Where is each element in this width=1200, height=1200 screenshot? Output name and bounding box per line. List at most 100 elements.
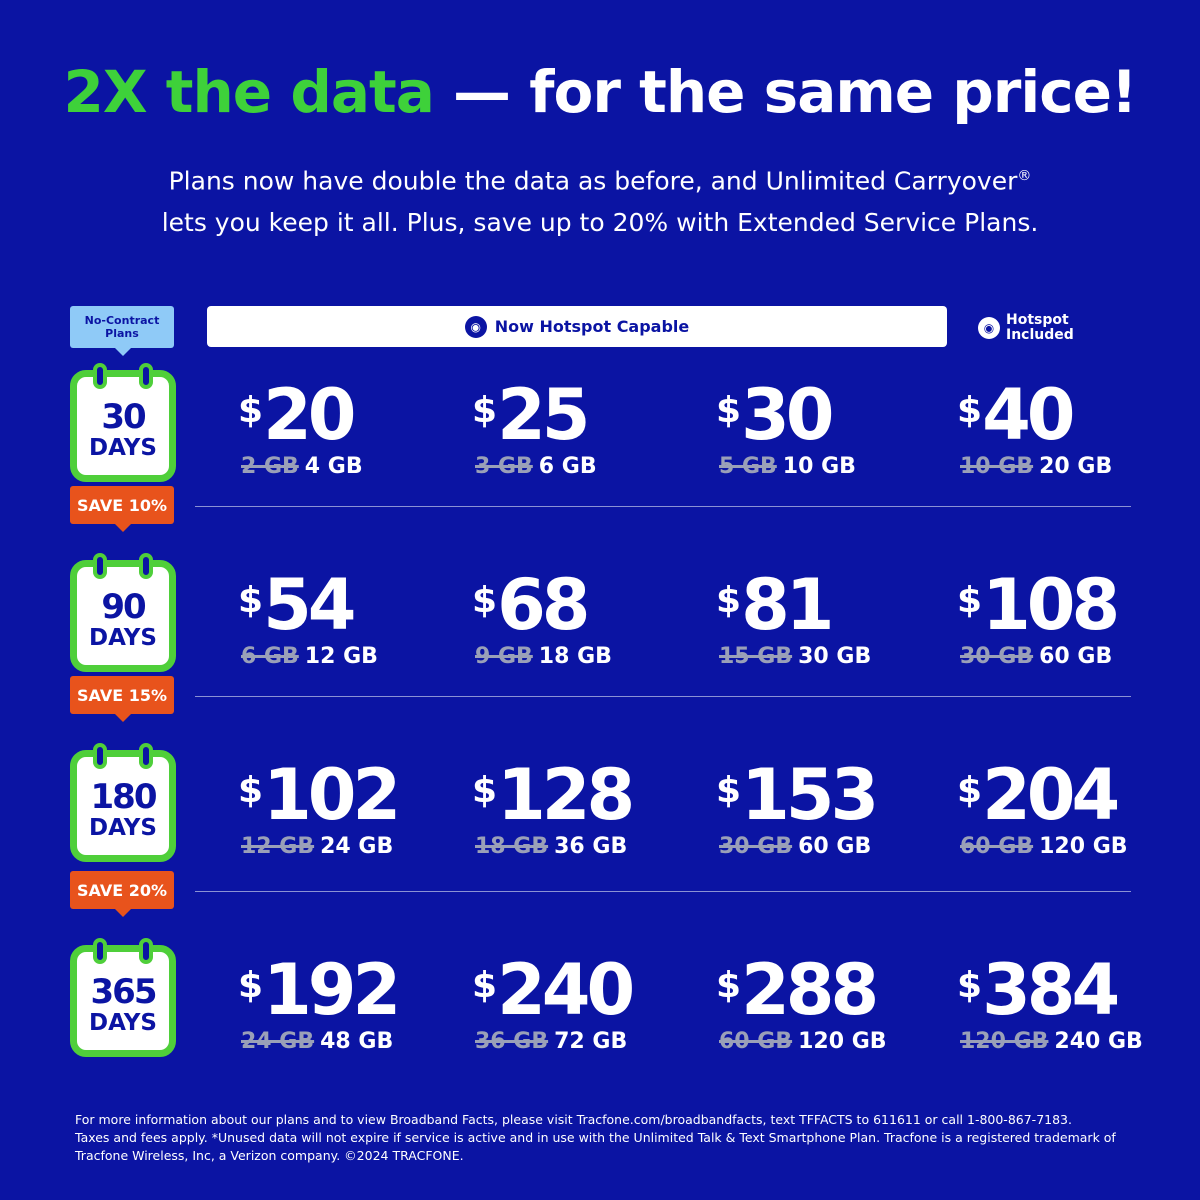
plan-price: $128 — [472, 754, 635, 836]
headline-green: 2X the data — [63, 58, 435, 126]
headline: 2X the data — for the same price! — [0, 58, 1200, 126]
subtitle-line1: Plans now have double the data as before… — [168, 166, 1018, 196]
new-data: 30 GB — [798, 644, 872, 669]
new-data: 240 GB — [1054, 1029, 1143, 1054]
plan-price: $54 — [238, 564, 357, 646]
plan-price: $204 — [957, 754, 1120, 836]
price-value: 68 — [497, 564, 590, 646]
calendar-icon: 365 DAYS — [70, 938, 176, 1057]
new-data: 48 GB — [320, 1029, 394, 1054]
plan-data: 2 GB 4 GB — [241, 454, 363, 479]
old-data: 60 GB — [960, 834, 1034, 859]
subtitle: Plans now have double the data as before… — [0, 155, 1200, 244]
footer-line2: Taxes and fees apply. *Unused data will … — [75, 1130, 1116, 1163]
hotspot-included-line1: Hotspot — [1006, 312, 1069, 328]
plan-data: 30 GB 60 GB — [960, 644, 1112, 669]
plan-days: 365 — [90, 972, 158, 1012]
plan-data: 24 GB 48 GB — [241, 1029, 393, 1054]
hotspot-included: ◉ Hotspot Included — [978, 313, 1074, 343]
price-value: 81 — [741, 564, 834, 646]
plan-data: 60 GB 120 GB — [719, 1029, 887, 1054]
hotspot-capable-label: Now Hotspot Capable — [494, 317, 690, 336]
plan-data: 10 GB 20 GB — [960, 454, 1112, 479]
plan-price: $20 — [238, 374, 357, 456]
price-value: 25 — [497, 374, 590, 456]
old-data: 18 GB — [475, 834, 549, 859]
plan-data: 36 GB 72 GB — [475, 1029, 627, 1054]
price-value: 108 — [982, 564, 1120, 646]
plan-price: $153 — [716, 754, 879, 836]
new-data: 36 GB — [554, 834, 628, 859]
old-data: 3 GB — [475, 454, 533, 479]
old-data: 15 GB — [719, 644, 793, 669]
hotspot-included-line2: Included — [1006, 327, 1074, 343]
calendar-icon: 180 DAYS — [70, 743, 176, 862]
footer: For more information about our plans and… — [75, 1111, 1135, 1165]
new-data: 60 GB — [798, 834, 872, 859]
old-data: 60 GB — [719, 1029, 793, 1054]
plan-price: $108 — [957, 564, 1120, 646]
old-data: 36 GB — [475, 1029, 549, 1054]
plan-days: 30 — [101, 397, 146, 437]
price-value: 20 — [263, 374, 356, 456]
price-value: 204 — [982, 754, 1120, 836]
plan-data: 60 GB 120 GB — [960, 834, 1128, 859]
old-data: 9 GB — [475, 644, 533, 669]
plan-price: $384 — [957, 949, 1120, 1031]
plan-price: $240 — [472, 949, 635, 1031]
footer-line1: For more information about our plans and… — [75, 1112, 1072, 1127]
plan-price: $102 — [238, 754, 401, 836]
price-value: 102 — [263, 754, 401, 836]
row-divider — [195, 696, 1131, 697]
old-data: 30 GB — [719, 834, 793, 859]
old-data: 24 GB — [241, 1029, 315, 1054]
plan-days: 90 — [101, 587, 146, 627]
plan-days: 180 — [90, 777, 158, 817]
old-data: 10 GB — [960, 454, 1034, 479]
price-value: 30 — [741, 374, 834, 456]
plan-data: 30 GB 60 GB — [719, 834, 871, 859]
plan-data: 6 GB 12 GB — [241, 644, 378, 669]
plan-data: 9 GB 18 GB — [475, 644, 612, 669]
new-data: 24 GB — [320, 834, 394, 859]
headline-white: — for the same price! — [433, 58, 1137, 126]
plan-price: $25 — [472, 374, 591, 456]
old-data: 5 GB — [719, 454, 777, 479]
plan-price: $40 — [957, 374, 1076, 456]
plan-price: $81 — [716, 564, 835, 646]
plan-days-unit: DAYS — [89, 625, 157, 651]
new-data: 4 GB — [304, 454, 363, 479]
new-data: 120 GB — [798, 1029, 887, 1054]
calendar-icon: 30 DAYS — [70, 363, 176, 482]
old-data: 30 GB — [960, 644, 1034, 669]
new-data: 6 GB — [538, 454, 597, 479]
calendar-icon: 90 DAYS — [70, 553, 176, 672]
plan-data: 15 GB 30 GB — [719, 644, 871, 669]
price-value: 128 — [497, 754, 635, 836]
plan-data: 3 GB 6 GB — [475, 454, 597, 479]
new-data: 20 GB — [1039, 454, 1113, 479]
plan-price: $192 — [238, 949, 401, 1031]
new-data: 72 GB — [554, 1029, 628, 1054]
subtitle-line2: lets you keep it all. Plus, save up to 2… — [161, 208, 1039, 238]
plan-data: 18 GB 36 GB — [475, 834, 627, 859]
wifi-icon: ◉ — [978, 317, 1000, 339]
new-data: 10 GB — [782, 454, 856, 479]
no-contract-badge: No-Contract Plans — [70, 306, 174, 356]
save-badge: SAVE 10% — [70, 486, 174, 532]
old-data: 120 GB — [960, 1029, 1049, 1054]
plan-data: 120 GB 240 GB — [960, 1029, 1143, 1054]
price-value: 240 — [497, 949, 635, 1031]
new-data: 18 GB — [538, 644, 612, 669]
old-data: 6 GB — [241, 644, 299, 669]
plan-price: $288 — [716, 949, 879, 1031]
row-divider — [195, 891, 1131, 892]
save-badge: SAVE 15% — [70, 676, 174, 722]
old-data: 2 GB — [241, 454, 299, 479]
plan-price: $68 — [472, 564, 591, 646]
plan-days-unit: DAYS — [89, 435, 157, 461]
price-value: 153 — [741, 754, 879, 836]
price-value: 54 — [263, 564, 356, 646]
row-divider — [195, 506, 1131, 507]
new-data: 12 GB — [304, 644, 378, 669]
